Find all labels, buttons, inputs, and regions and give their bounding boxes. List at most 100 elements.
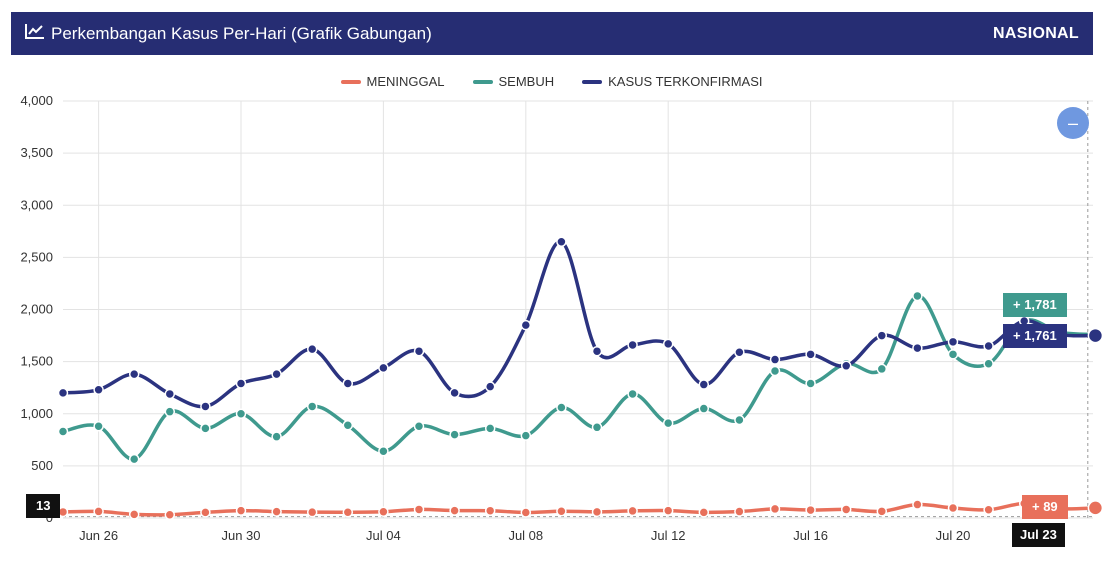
- data-point-meninggal: [591, 506, 603, 518]
- legend-label: KASUS TERKONFIRMASI: [608, 74, 763, 89]
- data-point-meninggal: [520, 507, 532, 518]
- y-tick-label: 1,000: [20, 406, 53, 421]
- data-point-kasus-terkonfirmasi: [947, 336, 959, 348]
- data-point-kasus-terkonfirmasi: [520, 319, 532, 331]
- crosshair-date-label: Jul 23: [1012, 523, 1065, 547]
- y-tick-label: 3,000: [20, 197, 53, 212]
- data-point-kasus-terkonfirmasi: [484, 381, 496, 392]
- data-point-meninggal: [93, 506, 104, 517]
- data-point-sembuh: [912, 290, 923, 302]
- data-point-sembuh: [164, 406, 176, 417]
- legend-item-sembuh[interactable]: SEMBUH: [472, 74, 555, 89]
- data-point-kasus-terkonfirmasi: [235, 378, 247, 389]
- legend-label: MENINGGAL: [366, 74, 445, 89]
- data-point-kasus-terkonfirmasi: [128, 368, 140, 380]
- y-tick-label: 2,500: [20, 249, 53, 264]
- y-tick-label: 1,500: [20, 354, 53, 369]
- zoom-out-button[interactable]: –: [1057, 107, 1089, 139]
- data-point-kasus-terkonfirmasi: [200, 401, 211, 412]
- header-title-group: Perkembangan Kasus Per-Hari (Grafik Gabu…: [25, 23, 432, 44]
- data-point-meninggal: [734, 506, 745, 517]
- x-tick-label: Jul 20: [936, 528, 971, 543]
- data-point-kasus-terkonfirmasi: [164, 388, 176, 400]
- chart-legend: MENINGGAL SEMBUH KASUS TERKONFIRMASI: [0, 74, 1103, 89]
- data-point-meninggal: [840, 504, 852, 515]
- data-point-sembuh: [556, 402, 567, 413]
- data-point-sembuh: [591, 422, 603, 433]
- data-point-kasus-terkonfirmasi: [734, 346, 745, 358]
- data-point-meninggal: [947, 502, 959, 514]
- x-tick-label: Jun 26: [79, 528, 118, 543]
- data-point-kasus-terkonfirmasi: [698, 379, 710, 390]
- data-point-kasus-terkonfirmasi: [378, 362, 389, 374]
- data-point-sembuh: [235, 408, 247, 419]
- data-point-sembuh: [378, 446, 389, 457]
- meninggal-tooltip: + 89: [1022, 495, 1068, 519]
- data-point-sembuh: [734, 414, 745, 426]
- data-point-sembuh: [484, 423, 496, 434]
- data-point-sembuh: [520, 430, 532, 441]
- chart-line-icon: [25, 23, 45, 44]
- data-point-meninggal: [627, 505, 638, 517]
- data-point-sembuh: [57, 426, 69, 437]
- data-point-kasus-terkonfirmasi: [1087, 327, 1103, 344]
- data-point-meninggal: [342, 507, 354, 518]
- data-point-sembuh: [769, 365, 781, 377]
- data-point-meninggal: [200, 507, 211, 518]
- crosshair-value-label: 13: [26, 494, 61, 518]
- data-point-kasus-terkonfirmasi: [876, 330, 888, 341]
- series-line-sembuh: [63, 294, 1093, 461]
- data-point-kasus-terkonfirmasi: [271, 368, 282, 380]
- legend-item-kasus-terkonfirmasi[interactable]: KASUS TERKONFIRMASI: [582, 74, 762, 89]
- data-point-sembuh: [128, 453, 140, 465]
- data-point-kasus-terkonfirmasi: [57, 387, 69, 399]
- chart-header: Perkembangan Kasus Per-Hari (Grafik Gabu…: [11, 12, 1093, 55]
- data-point-meninggal: [1087, 500, 1103, 516]
- data-point-sembuh: [413, 421, 425, 432]
- data-point-meninggal: [449, 505, 460, 516]
- data-point-kasus-terkonfirmasi: [306, 343, 318, 355]
- data-point-kasus-terkonfirmasi: [93, 384, 104, 396]
- x-tick-label: Jul 08: [508, 528, 543, 543]
- data-point-meninggal: [805, 504, 816, 516]
- data-point-sembuh: [805, 378, 816, 389]
- data-point-meninggal: [164, 509, 176, 521]
- data-point-sembuh: [983, 358, 994, 369]
- data-point-meninggal: [378, 506, 389, 517]
- minus-icon: –: [1067, 112, 1078, 133]
- y-tick-label: 3,500: [20, 145, 53, 160]
- data-point-kasus-terkonfirmasi: [805, 349, 816, 360]
- data-point-sembuh: [306, 401, 318, 412]
- data-point-kasus-terkonfirmasi: [662, 338, 674, 350]
- x-tick-label: Jun 30: [221, 528, 260, 543]
- data-point-sembuh: [342, 419, 354, 431]
- data-point-meninggal: [413, 504, 425, 515]
- data-point-kasus-terkonfirmasi: [342, 378, 354, 389]
- data-point-meninggal: [769, 503, 781, 515]
- data-point-sembuh: [93, 421, 104, 432]
- y-tick-label: 2,000: [20, 302, 53, 317]
- data-point-sembuh: [698, 403, 710, 414]
- data-point-kasus-terkonfirmasi: [840, 360, 852, 372]
- data-point-kasus-terkonfirmasi: [413, 345, 425, 357]
- data-point-meninggal: [306, 506, 318, 518]
- data-point-meninggal: [983, 504, 994, 516]
- legend-label: SEMBUH: [498, 74, 555, 89]
- data-point-meninggal: [698, 507, 710, 518]
- data-point-sembuh: [200, 423, 211, 434]
- page-title: Perkembangan Kasus Per-Hari (Grafik Gabu…: [51, 23, 432, 43]
- data-point-kasus-terkonfirmasi: [912, 342, 923, 354]
- legend-item-meninggal[interactable]: MENINGGAL: [340, 74, 445, 89]
- series-line-meninggal: [63, 501, 1093, 517]
- data-point-sembuh: [271, 431, 282, 442]
- y-tick-label: 4,000: [20, 93, 53, 108]
- data-point-sembuh: [449, 429, 460, 440]
- data-point-meninggal: [876, 506, 888, 517]
- data-point-sembuh: [876, 363, 888, 375]
- data-point-kasus-terkonfirmasi: [449, 387, 460, 399]
- data-point-sembuh: [947, 349, 959, 360]
- data-point-kasus-terkonfirmasi: [556, 236, 567, 247]
- legend-swatch: [582, 79, 603, 84]
- legend-swatch: [472, 79, 493, 84]
